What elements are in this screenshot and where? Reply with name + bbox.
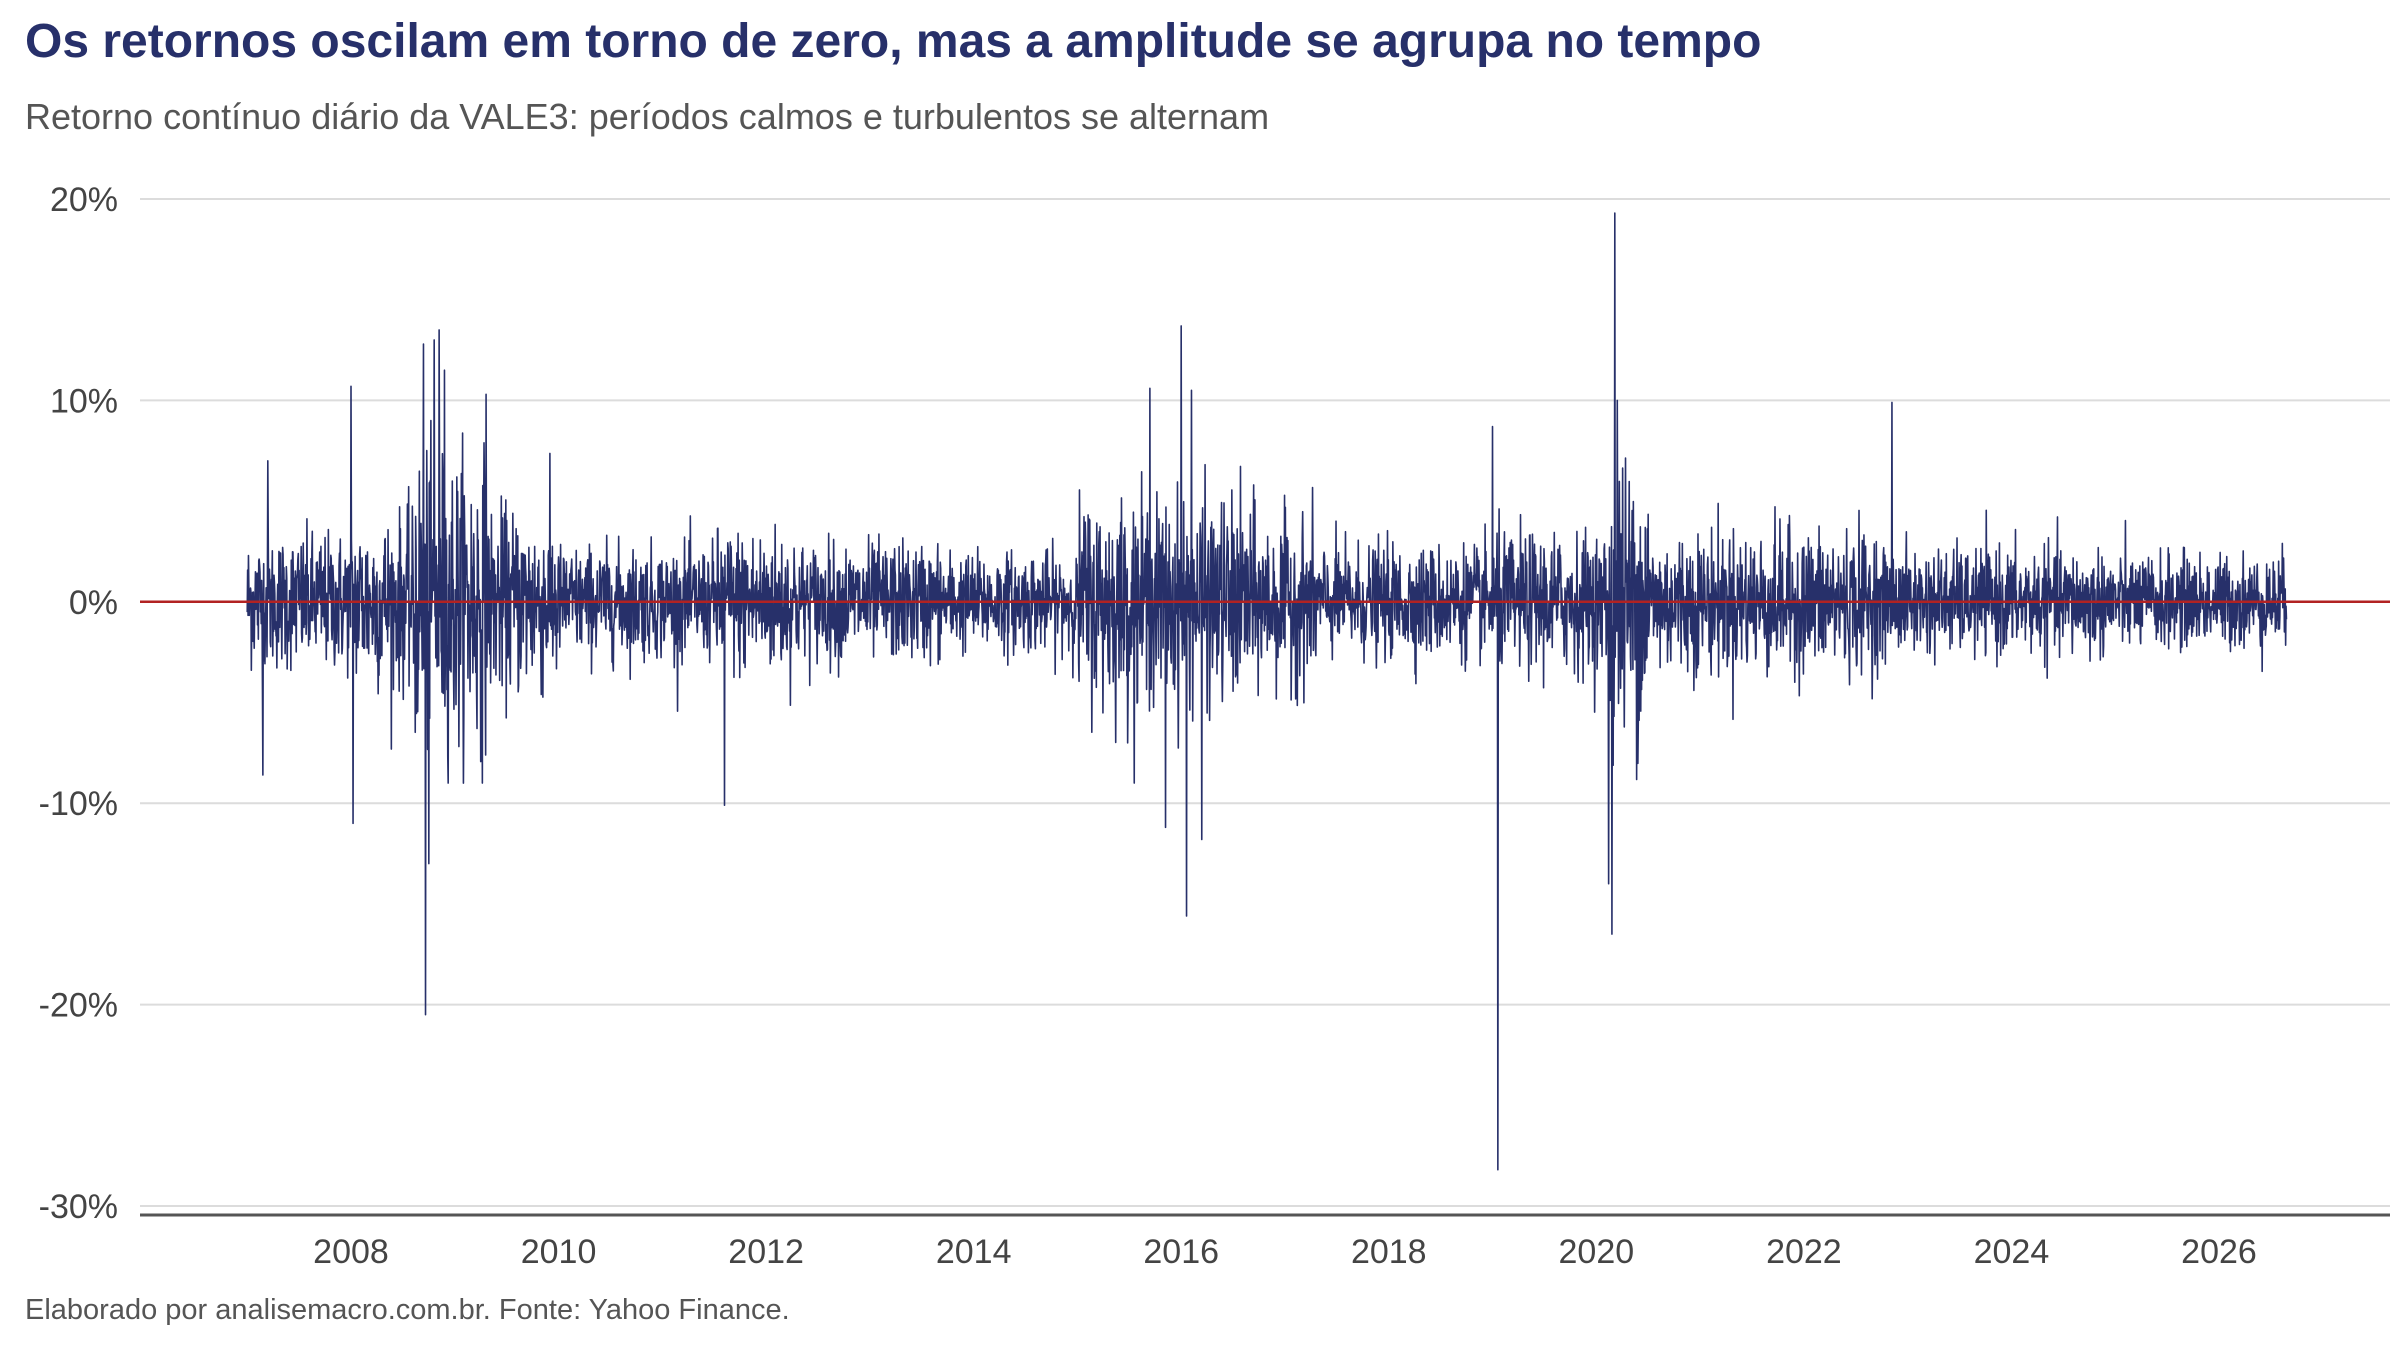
x-tick-label: 2026	[2181, 1233, 2257, 1271]
chart-title: Os retornos oscilam em torno de zero, ma…	[25, 15, 1762, 68]
x-tick-label: 2008	[313, 1233, 389, 1271]
y-tick-label: -10%	[39, 785, 118, 823]
x-tick-label: 2014	[936, 1233, 1012, 1271]
x-tick-label: 2022	[1766, 1233, 1842, 1271]
x-tick-label: 2018	[1351, 1233, 1427, 1271]
x-axis-tick-labels: 2008 2010 2012 2014 2016 2018 2020 2022 2024 2026	[313, 1233, 2257, 1271]
y-tick-label: 0%	[69, 584, 118, 622]
x-tick-label: 2010	[521, 1233, 597, 1271]
y-axis-tick-labels: 20% 10% 0% -10% -20% -30%	[39, 181, 118, 1226]
y-tick-label: 20%	[50, 181, 118, 219]
x-tick-label: 2024	[1974, 1233, 2050, 1271]
returns-series	[246, 212, 2288, 1171]
chart-caption: Elaborado por analisemacro.com.br. Fonte…	[25, 1294, 790, 1326]
returns-line	[246, 212, 2288, 1171]
y-tick-label: -20%	[39, 987, 118, 1025]
y-tick-label: 10%	[50, 382, 118, 420]
x-tick-label: 2012	[728, 1233, 804, 1271]
x-tick-label: 2016	[1143, 1233, 1219, 1271]
y-tick-label: -30%	[39, 1188, 118, 1226]
x-tick-label: 2020	[1559, 1233, 1635, 1271]
chart-subtitle: Retorno contínuo diário da VALE3: períod…	[25, 96, 1270, 137]
